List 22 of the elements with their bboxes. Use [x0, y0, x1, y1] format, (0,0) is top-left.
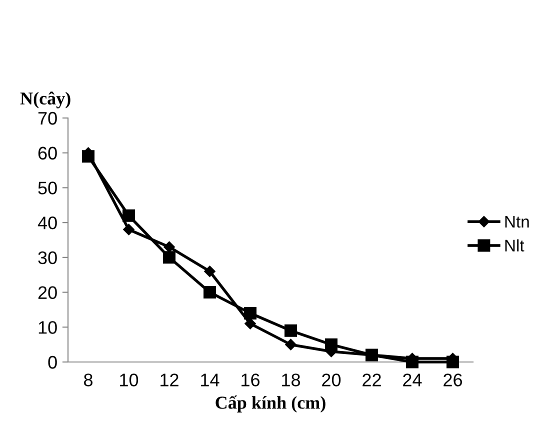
y-tick-label: 0	[48, 356, 57, 369]
x-tick-label: 14	[201, 374, 220, 386]
x-tick-label: 18	[282, 374, 300, 386]
x-tick-label: 24	[403, 374, 422, 386]
y-tick-label: 20	[38, 286, 57, 300]
x-tick-label: 8	[84, 374, 92, 386]
x-tick-label: 20	[322, 374, 341, 386]
x-tick-label: 22	[362, 374, 381, 386]
legend-label: Ntn	[505, 216, 529, 228]
x-tick-label: 10	[120, 374, 138, 386]
legend-label: Nlt	[505, 239, 524, 252]
y-tick-label: 40	[38, 216, 57, 230]
y-axis-title: N(cây)	[20, 92, 70, 108]
y-tick-label: 30	[38, 251, 57, 264]
x-tick-label: 16	[242, 374, 260, 386]
y-tick-label: 60	[38, 146, 57, 160]
x-tick-label: 26	[444, 374, 462, 386]
x-tick-label: 12	[160, 374, 178, 386]
y-tick-label: 50	[38, 182, 57, 194]
y-tick-label: 10	[38, 321, 57, 334]
y-tick-label: 70	[38, 112, 57, 125]
x-axis-title: Cấp kính (cm)	[216, 396, 326, 412]
